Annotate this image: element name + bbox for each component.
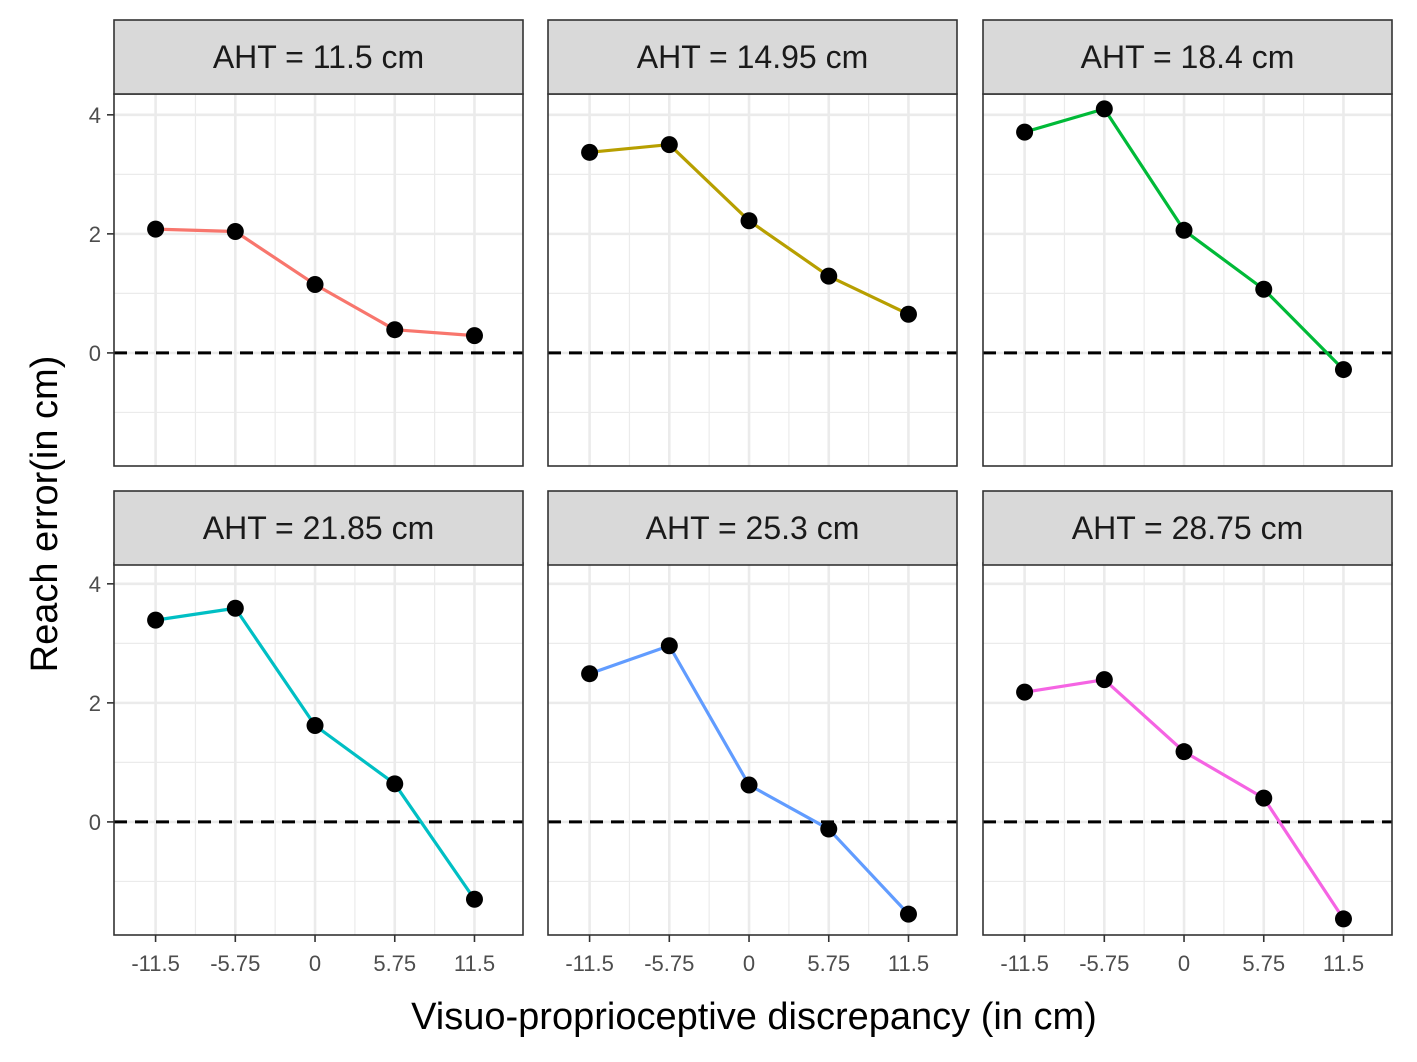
y-tick-label: 4 <box>89 572 101 597</box>
x-tick-label: 11.5 <box>1323 951 1364 976</box>
x-tick-label: -5.75 <box>1079 951 1129 976</box>
x-tick-label: 11.5 <box>454 951 495 976</box>
facet-panel-3: AHT = 18.4 cm <box>982 19 1393 467</box>
data-point <box>306 716 324 734</box>
data-point <box>740 212 758 230</box>
x-tick-label: 5.75 <box>807 951 850 976</box>
strip-title: AHT = 21.85 cm <box>203 510 435 546</box>
data-point <box>1095 671 1113 689</box>
x-tick-label: 5.75 <box>373 951 416 976</box>
data-point <box>820 820 838 838</box>
x-tick-label: -5.75 <box>644 951 694 976</box>
data-point <box>1175 743 1193 761</box>
data-point <box>1334 361 1352 379</box>
strip-background <box>113 490 524 566</box>
data-point <box>740 776 758 794</box>
x-tick-label: -11.5 <box>131 951 180 976</box>
data-point <box>820 267 838 285</box>
data-point <box>1016 123 1034 141</box>
strip-background <box>113 19 524 95</box>
data-point <box>899 305 917 323</box>
facet-panel-1: AHT = 11.5 cm 0 2 4 <box>89 19 524 467</box>
y-axis-title: Reach error(in cm) <box>24 356 66 673</box>
data-point <box>1016 683 1034 701</box>
strip-background <box>982 19 1393 95</box>
x-tick-label: 0 <box>309 951 321 976</box>
x-tick-label: 5.75 <box>1242 951 1285 976</box>
strip-title: AHT = 28.75 cm <box>1072 510 1304 546</box>
data-point <box>899 905 917 923</box>
data-point <box>1255 789 1273 807</box>
x-tick-label: -11.5 <box>565 951 614 976</box>
data-point <box>306 275 324 293</box>
y-tick-label: 0 <box>89 341 101 366</box>
data-point <box>147 611 165 629</box>
data-point <box>386 321 404 339</box>
data-point <box>386 775 404 793</box>
data-point <box>147 220 165 238</box>
x-tick-label: 0 <box>1178 951 1190 976</box>
y-tick-label: 2 <box>89 222 101 247</box>
data-point <box>1334 910 1352 928</box>
strip-title: AHT = 14.95 cm <box>637 39 869 75</box>
strip-background <box>982 490 1393 566</box>
data-point <box>581 665 599 683</box>
x-tick-label: -11.5 <box>1000 951 1049 976</box>
y-tick-label: 4 <box>89 103 101 128</box>
strip-title: AHT = 18.4 cm <box>1081 39 1295 75</box>
facet-panel-2: AHT = 14.95 cm <box>547 19 958 467</box>
data-point <box>660 136 678 154</box>
panel-background <box>548 563 957 935</box>
strip-title: AHT = 11.5 cm <box>213 39 424 75</box>
data-point <box>581 143 599 161</box>
data-point <box>226 222 244 240</box>
data-point <box>660 637 678 655</box>
strip-background <box>547 490 958 566</box>
data-point <box>1175 221 1193 239</box>
panel-background <box>548 94 957 466</box>
facet-panel-6: AHT = 28.75 cm -11.5 -5.75 0 5.75 11.5 <box>982 490 1393 976</box>
panel-background <box>983 94 1392 466</box>
data-point <box>226 599 244 617</box>
x-tick-label: -5.75 <box>210 951 260 976</box>
x-tick-label: 0 <box>743 951 755 976</box>
x-axis-title: Visuo-proprioceptive discrepancy (in cm) <box>411 996 1097 1038</box>
data-point <box>1095 100 1113 118</box>
data-point <box>1255 280 1273 298</box>
data-point <box>465 890 483 908</box>
y-tick-label: 0 <box>89 810 101 835</box>
y-tick-label: 2 <box>89 691 101 716</box>
facet-panel-5: AHT = 25.3 cm -11.5 -5.75 0 5.75 11.5 <box>547 490 958 976</box>
facet-panel-4: AHT = 21.85 cm 0 2 4 -11.5 -5.75 0 5.75 11.5 <box>89 490 524 976</box>
data-point <box>465 327 483 345</box>
strip-title: AHT = 25.3 cm <box>646 510 860 546</box>
strip-background <box>547 19 958 95</box>
x-tick-label: 11.5 <box>888 951 929 976</box>
